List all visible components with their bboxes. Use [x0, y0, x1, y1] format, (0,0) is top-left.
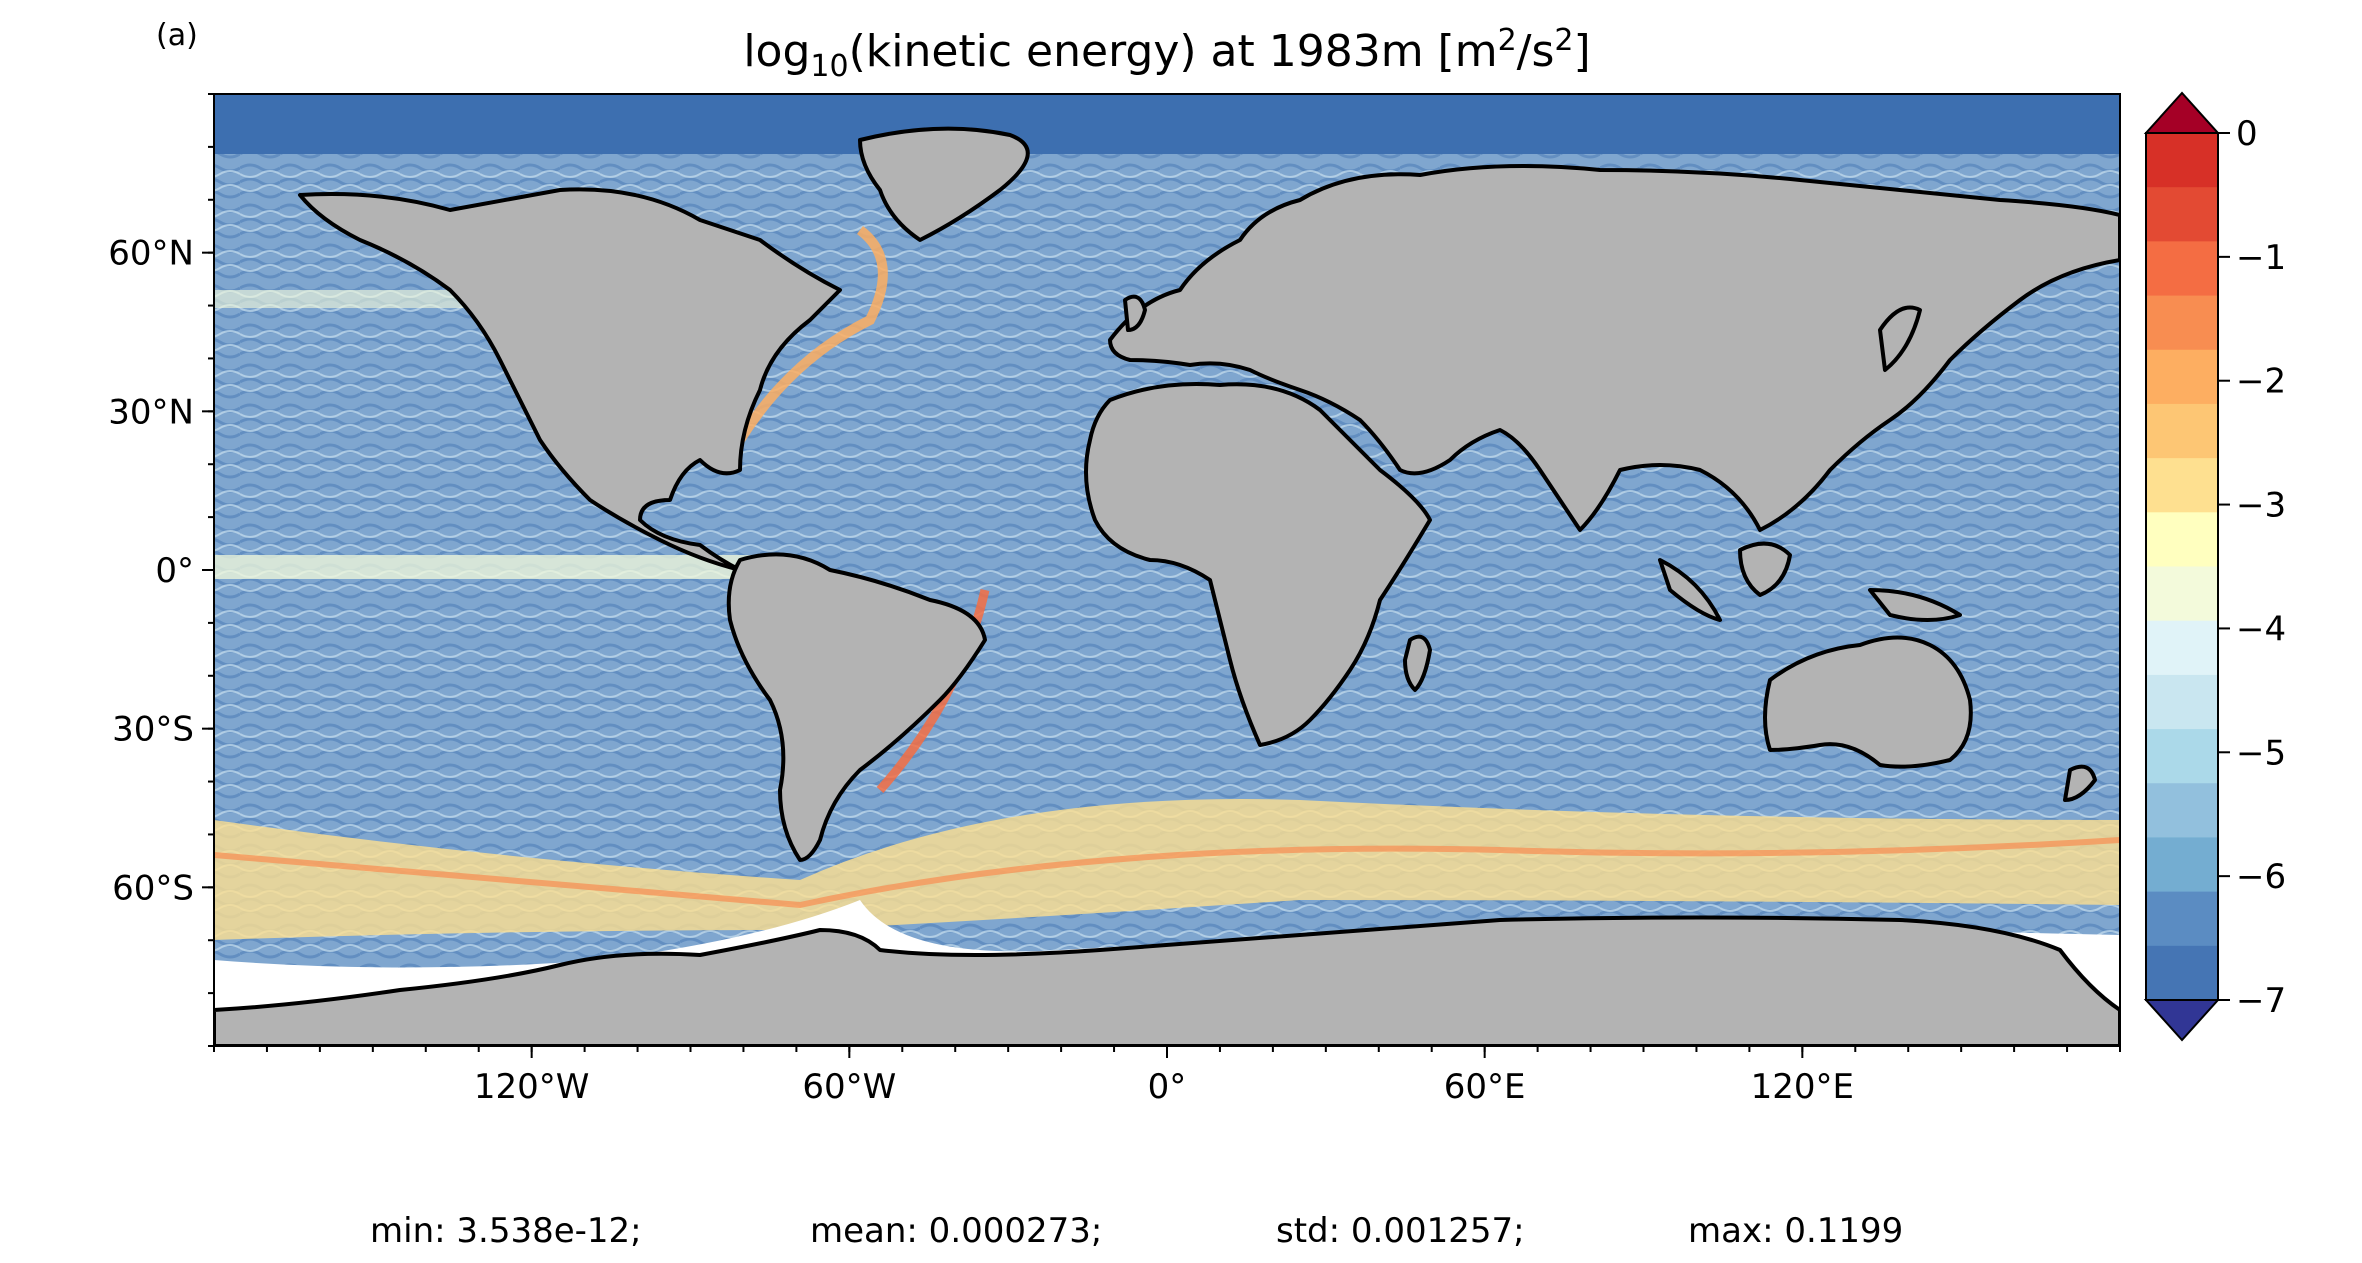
colorbar-segment	[2146, 403, 2218, 459]
land-sumatra	[1658, 558, 1722, 622]
title-middle: (kinetic energy) at 1983m [m	[849, 26, 1498, 77]
stat-min: min: 3.538e-12;	[370, 1211, 642, 1251]
circumpolar-current	[214, 799, 2120, 940]
colorbar-segment	[2146, 620, 2218, 676]
stat-max: max: 0.1199	[1688, 1211, 1903, 1251]
land-africa	[1084, 382, 1432, 747]
land-antarctica	[214, 915, 2120, 1046]
arctic-region	[214, 94, 2120, 154]
colorbar-segment	[2146, 133, 2218, 188]
land-japan	[1878, 305, 1922, 372]
y-tick-label: 0°	[155, 551, 194, 591]
y-tick-label: 60°N	[108, 234, 194, 274]
gulf-stream	[735, 226, 888, 443]
title-subscript: 10	[810, 49, 848, 84]
colorbar-segment	[2146, 241, 2218, 297]
colorbar-segment	[2146, 458, 2218, 513]
land-uk	[1123, 294, 1147, 332]
colorbar-segment	[2146, 566, 2218, 622]
land-new-guinea	[1868, 588, 1962, 622]
colorbar-tick-label: −2	[2236, 362, 2286, 402]
colorbar-segment	[2146, 837, 2218, 893]
colorbar-tick-label: −3	[2236, 486, 2286, 526]
land-eurasia	[1108, 164, 2120, 532]
colorbar-segment	[2146, 512, 2218, 567]
y-tick-label: 30°N	[108, 392, 194, 432]
colorbar-segment	[2146, 729, 2218, 784]
land-greenland	[858, 126, 1030, 242]
y-tick-label: 30°S	[112, 710, 194, 750]
x-tick-label: 60°E	[1444, 1067, 1526, 1107]
x-tick-label: 60°W	[802, 1067, 896, 1107]
colorbar-segment	[2146, 945, 2218, 1001]
title-suffix: ]	[1574, 26, 1591, 77]
colorbar-tick-label: 0	[2236, 114, 2258, 154]
colorbar-segment	[2146, 891, 2218, 947]
y-axis: 60°N 30°N 0° 30°S 60°S	[108, 93, 214, 1047]
colorbar-tick-label: −5	[2236, 733, 2286, 773]
land-south-america	[726, 552, 987, 862]
x-tick-label: 120°W	[474, 1067, 590, 1107]
colorbar-tick-label: −7	[2236, 981, 2286, 1021]
colorbar-tick-label: −1	[2236, 238, 2286, 278]
colorbar-extend-min	[2143, 999, 2221, 1042]
stat-mean: mean: 0.000273;	[810, 1211, 1102, 1251]
colorbar-segment	[2146, 187, 2218, 242]
colorbar: 0 −1 −2 −3 −4 −5 −6 −7	[2143, 91, 2286, 1042]
colorbar-segment	[2146, 674, 2218, 730]
title-sup1: 2	[1498, 23, 1517, 58]
circumpolar-core	[214, 837, 2120, 909]
title-slash: /s	[1517, 26, 1555, 77]
panel-label: (a)	[156, 18, 198, 53]
title-sup2: 2	[1554, 23, 1573, 58]
colorbar-segment	[2146, 783, 2218, 838]
land-australia	[1763, 635, 1973, 769]
colorbar-tick-label: −6	[2236, 857, 2286, 897]
land	[214, 126, 2120, 1046]
stat-std: std: 0.001257;	[1276, 1211, 1525, 1251]
land-new-zealand	[2063, 764, 2097, 802]
equatorial-band	[214, 555, 754, 579]
subtropical-band	[214, 290, 524, 308]
x-tick-label: 120°E	[1751, 1067, 1854, 1107]
colorbar-frame	[2145, 132, 2219, 1001]
land-north-america	[298, 187, 842, 572]
colorbar-segment	[2146, 295, 2218, 351]
title-prefix: log	[743, 26, 810, 77]
y-tick-label: 60°S	[112, 868, 194, 908]
land-borneo	[1738, 541, 1792, 597]
x-tick-label: 0°	[1148, 1067, 1187, 1107]
land-madagascar	[1403, 634, 1432, 692]
x-axis: 120°W 60°W 0° 60°E 120°E	[213, 1046, 2121, 1107]
colorbar-extend-max	[2143, 91, 2221, 134]
colorbar-tick-label: −4	[2236, 609, 2286, 649]
colorbar-segment	[2146, 349, 2218, 405]
map-title: log10(kinetic energy) at 1983m [m2/s2]	[743, 23, 1590, 84]
map-plot	[214, 94, 2120, 1046]
